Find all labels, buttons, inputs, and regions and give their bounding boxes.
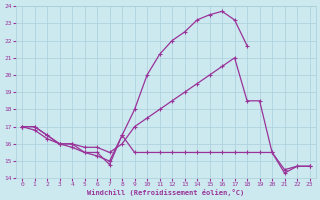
X-axis label: Windchill (Refroidissement éolien,°C): Windchill (Refroidissement éolien,°C) (87, 189, 244, 196)
